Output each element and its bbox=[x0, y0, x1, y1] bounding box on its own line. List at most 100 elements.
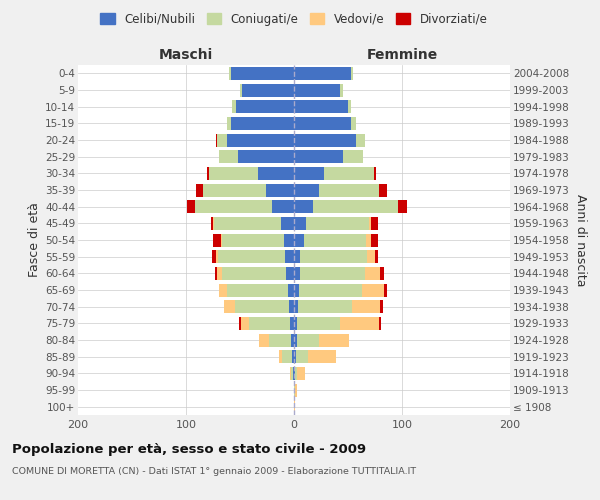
Bar bbox=[241, 317, 248, 330]
Bar bbox=[232, 67, 294, 80]
Bar bbox=[294, 300, 298, 313]
Bar bbox=[294, 167, 324, 180]
Bar bbox=[227, 134, 294, 146]
Bar bbox=[242, 84, 294, 96]
Bar bbox=[297, 334, 319, 346]
Bar bbox=[209, 167, 259, 180]
Bar bbox=[380, 300, 383, 313]
Bar bbox=[306, 217, 368, 230]
Bar bbox=[215, 267, 217, 280]
Bar bbox=[301, 267, 365, 280]
Bar bbox=[217, 134, 227, 146]
Bar bbox=[380, 267, 383, 280]
Bar bbox=[294, 250, 301, 263]
Bar bbox=[238, 150, 294, 163]
Bar bbox=[379, 317, 382, 330]
Bar bbox=[291, 367, 293, 380]
Bar bbox=[313, 200, 398, 213]
Bar bbox=[319, 184, 379, 196]
Bar bbox=[287, 284, 294, 296]
Bar bbox=[294, 400, 295, 413]
Bar bbox=[290, 317, 294, 330]
Bar bbox=[294, 200, 313, 213]
Bar bbox=[294, 217, 306, 230]
Bar bbox=[187, 200, 194, 213]
Y-axis label: Anni di nascita: Anni di nascita bbox=[574, 194, 587, 286]
Bar bbox=[294, 184, 319, 196]
Y-axis label: Fasce di età: Fasce di età bbox=[28, 202, 41, 278]
Bar bbox=[371, 217, 378, 230]
Bar bbox=[297, 317, 340, 330]
Bar bbox=[340, 84, 343, 96]
Bar bbox=[289, 300, 294, 313]
Bar bbox=[214, 217, 281, 230]
Bar bbox=[227, 117, 232, 130]
Bar bbox=[292, 350, 294, 363]
Bar bbox=[269, 334, 291, 346]
Bar bbox=[379, 184, 387, 196]
Bar bbox=[194, 200, 272, 213]
Bar bbox=[217, 267, 221, 280]
Bar bbox=[374, 167, 376, 180]
Bar bbox=[232, 100, 236, 113]
Bar bbox=[294, 67, 351, 80]
Text: Femmine: Femmine bbox=[367, 48, 437, 62]
Bar bbox=[294, 350, 296, 363]
Bar bbox=[343, 150, 363, 163]
Bar bbox=[291, 334, 294, 346]
Bar bbox=[294, 334, 297, 346]
Bar bbox=[213, 217, 214, 230]
Bar bbox=[367, 250, 375, 263]
Bar bbox=[221, 267, 286, 280]
Bar bbox=[367, 234, 371, 246]
Text: Maschi: Maschi bbox=[159, 48, 213, 62]
Bar bbox=[229, 67, 232, 80]
Bar bbox=[298, 300, 352, 313]
Bar bbox=[362, 284, 383, 296]
Bar bbox=[294, 234, 304, 246]
Bar bbox=[216, 250, 218, 263]
Bar bbox=[356, 134, 365, 146]
Bar bbox=[290, 367, 291, 380]
Bar bbox=[227, 284, 287, 296]
Bar bbox=[232, 117, 294, 130]
Bar bbox=[351, 117, 356, 130]
Bar bbox=[224, 300, 235, 313]
Bar bbox=[235, 300, 289, 313]
Bar bbox=[272, 200, 294, 213]
Bar bbox=[286, 267, 294, 280]
Bar bbox=[304, 234, 367, 246]
Bar bbox=[221, 234, 284, 246]
Bar bbox=[296, 350, 308, 363]
Bar bbox=[240, 84, 242, 96]
Bar bbox=[324, 167, 374, 180]
Bar bbox=[236, 100, 294, 113]
Bar bbox=[297, 367, 305, 380]
Bar bbox=[216, 134, 217, 146]
Bar bbox=[282, 350, 292, 363]
Bar bbox=[294, 384, 295, 396]
Bar bbox=[294, 284, 299, 296]
Bar bbox=[212, 250, 216, 263]
Text: COMUNE DI MORETTA (CN) - Dati ISTAT 1° gennaio 2009 - Elaborazione TUTTITALIA.IT: COMUNE DI MORETTA (CN) - Dati ISTAT 1° g… bbox=[12, 468, 416, 476]
Bar bbox=[301, 250, 367, 263]
Bar bbox=[348, 100, 351, 113]
Bar bbox=[281, 217, 294, 230]
Bar bbox=[368, 217, 371, 230]
Bar bbox=[213, 234, 221, 246]
Bar bbox=[294, 267, 301, 280]
Bar bbox=[239, 317, 241, 330]
Bar bbox=[398, 200, 407, 213]
Bar bbox=[196, 184, 203, 196]
Bar bbox=[365, 267, 380, 280]
Bar bbox=[294, 317, 297, 330]
Bar bbox=[203, 184, 266, 196]
Bar bbox=[294, 84, 340, 96]
Bar bbox=[259, 167, 294, 180]
Bar bbox=[319, 334, 349, 346]
Bar bbox=[294, 134, 356, 146]
Bar bbox=[284, 234, 294, 246]
Bar bbox=[299, 284, 362, 296]
Bar bbox=[279, 350, 282, 363]
Bar bbox=[259, 334, 269, 346]
